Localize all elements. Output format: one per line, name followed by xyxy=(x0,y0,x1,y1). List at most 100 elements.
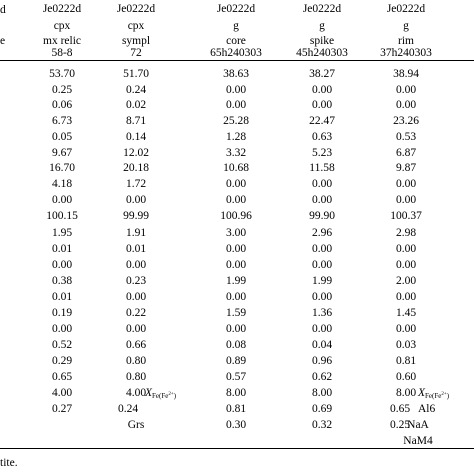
xfe-label-main: X xyxy=(145,387,153,399)
header-analysis-col3: 65h240303 xyxy=(210,47,262,59)
cell-r6-c4: 5.23 xyxy=(311,147,333,159)
cell-r23-c5: 0.25 xyxy=(389,419,411,431)
cell-r15-c3: 0.00 xyxy=(225,291,247,303)
cell-r11-c1: 1.95 xyxy=(51,227,73,239)
cell-r15-c5: 0.00 xyxy=(395,291,417,303)
cell-r1-c1: 53.70 xyxy=(49,68,75,80)
cell-r12-c1: 0.01 xyxy=(51,243,73,255)
cell-r6-c3: 3.32 xyxy=(225,147,247,159)
header-sample-col3: Je0222d xyxy=(216,3,256,15)
header-sample-col5: Je0222d xyxy=(386,3,426,15)
cell-r10-c2: 99.99 xyxy=(123,210,149,222)
cell-r22-c5: 0.65 xyxy=(389,403,411,415)
cell-r13-c5: 0.00 xyxy=(395,259,417,271)
cell-r17-c5: 0.00 xyxy=(395,323,417,335)
cell-r3-c5: 0.00 xyxy=(395,99,417,111)
cell-r3-c4: 0.00 xyxy=(311,99,333,111)
cell-r13-c3: 0.00 xyxy=(225,259,247,271)
cell-r19-c1: 0.29 xyxy=(51,355,73,367)
cell-r23-c4: 0.32 xyxy=(311,419,333,431)
xfe-label: XFe(Fe2+) xyxy=(418,387,449,403)
cell-r14-c1: 0.38 xyxy=(51,275,73,287)
cell-r1-c5: 38.94 xyxy=(393,68,419,80)
cell-r9-c1: 0.00 xyxy=(51,194,73,206)
cell-r9-c5: 0.00 xyxy=(395,194,417,206)
header-rule-top xyxy=(0,60,474,61)
cell-r4-c2: 8.71 xyxy=(125,115,147,127)
cell-r13-c2: 0.00 xyxy=(125,259,147,271)
footnote: tite. xyxy=(0,457,18,469)
cell-r19-c2: 0.80 xyxy=(125,355,147,367)
cell-r10-c1: 100.15 xyxy=(46,210,78,222)
cell-r9-c4: 0.00 xyxy=(311,194,333,206)
header-context-col3: core xyxy=(226,35,246,47)
cell-r8-c5: 0.00 xyxy=(395,178,417,190)
cell-r4-c4: 22.47 xyxy=(309,115,335,127)
cell-r11-c4: 2.96 xyxy=(311,227,333,239)
cell-r20-c2: 0.80 xyxy=(125,371,147,383)
cell-r7-c1: 16.70 xyxy=(49,162,75,174)
header-mineral-col5: g xyxy=(403,20,409,32)
cell-r3-c2: 0.02 xyxy=(125,99,147,111)
cell-r21-c3: 8.00 xyxy=(225,387,247,399)
cell-r8-c2: 1.72 xyxy=(125,178,147,190)
cell-r10-c4: 99.90 xyxy=(309,210,335,222)
cell-r19-c4: 0.96 xyxy=(311,355,333,367)
header-context-col2: sympl xyxy=(121,35,151,47)
xfe-label-sub: Fe(Fe2+) xyxy=(152,392,177,400)
cell-r11-c2: 1.91 xyxy=(125,227,147,239)
cell-r14-c4: 1.99 xyxy=(311,275,333,287)
cell-r7-c3: 10.68 xyxy=(223,162,249,174)
cell-r16-c1: 0.19 xyxy=(51,307,73,319)
cell-r5-c1: 0.05 xyxy=(51,131,73,143)
cell-r1-c4: 38.27 xyxy=(309,68,335,80)
cell-r21-c1: 4.00 xyxy=(51,387,73,399)
header-sample-col1: Je0222d xyxy=(42,3,82,15)
header-context-col5: rim xyxy=(398,35,414,47)
cell-r5-c2: 0.14 xyxy=(125,131,147,143)
cell-r4-c5: 23.26 xyxy=(393,115,419,127)
cell-r2-c4: 0.00 xyxy=(311,84,333,96)
cell-r15-c4: 0.00 xyxy=(311,291,333,303)
cell-r6-c5: 6.87 xyxy=(395,147,417,159)
cell-r7-c5: 9.87 xyxy=(395,162,417,174)
cell-r7-c4: 11.58 xyxy=(309,162,335,174)
header-sample-col2: Je0222d xyxy=(116,3,156,15)
cell-r16-c5: 1.45 xyxy=(395,307,417,319)
xfe-label-sub: Fe(Fe2+) xyxy=(425,392,450,400)
cell-r20-c3: 0.57 xyxy=(225,371,247,383)
cell-r8-c1: 4.18 xyxy=(51,178,73,190)
cell-r6-c2: 12.02 xyxy=(123,147,149,159)
header-mineral-col3: g xyxy=(233,20,239,32)
cell-r19-c3: 0.89 xyxy=(225,355,247,367)
cell-r12-c2: 0.01 xyxy=(125,243,147,255)
cell-r16-c3: 1.59 xyxy=(225,307,247,319)
cell-r20-c1: 0.65 xyxy=(51,371,73,383)
cell-r4-c1: 6.73 xyxy=(51,115,73,127)
cell-r16-c2: 0.22 xyxy=(125,307,147,319)
cell-r20-c5: 0.60 xyxy=(395,371,417,383)
cell-r6-c1: 9.67 xyxy=(51,147,73,159)
cell-r5-c4: 0.63 xyxy=(311,131,333,143)
cell-r1-c3: 38.63 xyxy=(223,68,249,80)
cell-r21-c2: 4.00 xyxy=(125,387,147,399)
cell-r7-c2: 20.18 xyxy=(123,162,149,174)
cell-r12-c5: 0.00 xyxy=(395,243,417,255)
header-context-col4: spike xyxy=(309,35,335,47)
header-context-col1: mx relic xyxy=(43,35,81,47)
xfe-label-main: X xyxy=(418,387,426,399)
cell-r18-c3: 0.08 xyxy=(225,339,247,351)
header-mineral-col2: cpx xyxy=(127,20,145,32)
cell-r17-c1: 0.00 xyxy=(51,323,73,335)
cell-r17-c2: 0.00 xyxy=(125,323,147,335)
cell-r18-c2: 0.66 xyxy=(125,339,147,351)
cell-r10-c3: 100.96 xyxy=(220,210,252,222)
cell-r8-c3: 0.00 xyxy=(225,178,247,190)
cell-r22-c2: 0.24 xyxy=(117,403,139,415)
xfe-label: XFe(Fe2+) xyxy=(145,387,176,403)
cell-r5-c5: 0.53 xyxy=(395,131,417,143)
cell-r11-c3: 3.00 xyxy=(225,227,247,239)
cell-r11-c5: 2.98 xyxy=(395,227,417,239)
al6-label: Al6 xyxy=(418,403,436,415)
cell-r13-c1: 0.00 xyxy=(51,259,73,271)
